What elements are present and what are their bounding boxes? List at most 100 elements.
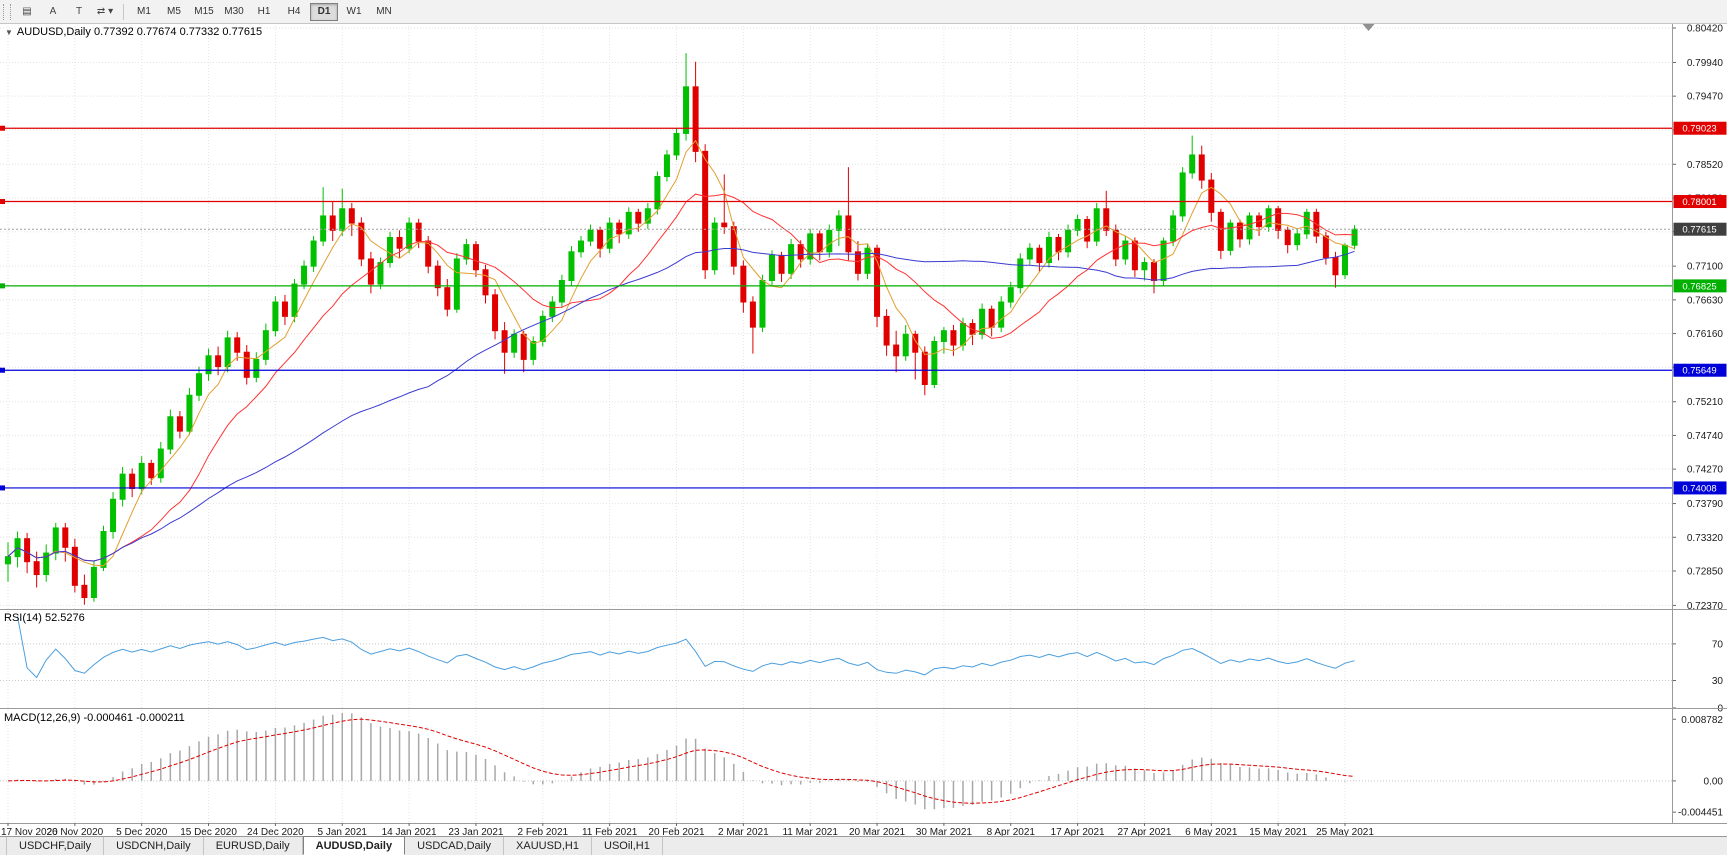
level-handle[interactable]: [0, 367, 5, 373]
candle: [1322, 235, 1329, 259]
candle: [530, 340, 537, 360]
candle: [434, 265, 441, 289]
candle: [110, 498, 117, 533]
date-label: 2 Feb 2021: [517, 827, 568, 836]
level-handle[interactable]: [0, 283, 5, 289]
date-label: 30 Mar 2021: [916, 827, 973, 836]
tab-usdchf-daily[interactable]: USDCHF,Daily: [7, 837, 105, 855]
candle: [463, 244, 470, 260]
timeframe-d1[interactable]: D1: [310, 2, 338, 21]
candle: [864, 247, 871, 274]
timeframe-h1[interactable]: H1: [257, 6, 271, 17]
toolbar-separator: [123, 3, 124, 20]
candle: [492, 294, 499, 332]
date-label: 6 May 2021: [1185, 827, 1238, 836]
text-label-icon[interactable]: A: [49, 6, 57, 17]
level-handle[interactable]: [0, 125, 5, 131]
candle: [1017, 258, 1024, 289]
candle: [807, 233, 814, 260]
candle: [5, 556, 11, 565]
candle: [1332, 257, 1339, 276]
collapse-arrow-icon[interactable]: ▼: [5, 28, 13, 37]
timeframe-mn[interactable]: MN: [376, 6, 392, 17]
candle: [692, 86, 699, 152]
candle: [616, 222, 623, 235]
tab-usdcnh-daily[interactable]: USDCNH,Daily: [104, 837, 204, 855]
macd-tick-label: -0.004451: [1678, 808, 1723, 819]
ma-line-medium: [7, 193, 1355, 562]
candle: [921, 351, 928, 385]
candle: [759, 279, 766, 328]
tab-usdcad-daily[interactable]: USDCAD,Daily: [405, 837, 505, 855]
grid-layer: [0, 23, 1672, 823]
tab-eurusd-daily[interactable]: EURUSD,Daily: [204, 837, 303, 855]
level-handle[interactable]: [0, 199, 5, 205]
candle: [969, 323, 976, 335]
date-label: 25 May 2021: [1316, 827, 1374, 836]
candle: [62, 527, 69, 548]
toolbar-grip[interactable]: [3, 3, 11, 20]
date-label: 17 Nov 2020: [1, 827, 58, 836]
candle: [988, 308, 995, 328]
candle: [1151, 262, 1157, 281]
price-tag-label: 0.79023: [1682, 124, 1716, 135]
candle: [167, 416, 174, 450]
candle: [1122, 240, 1129, 260]
chart-list-icon[interactable]: ▤: [22, 6, 32, 17]
timeframe-h4[interactable]: H4: [287, 6, 301, 17]
symbol-tab-bar: USDCHF,Daily USDCNH,Daily EURUSD,Daily AUDU…: [0, 836, 1727, 855]
timeframe-m5[interactable]: M5: [167, 6, 181, 17]
candle: [100, 531, 107, 568]
candle: [940, 330, 947, 342]
timeframe-m1[interactable]: M1: [137, 6, 151, 17]
price-tag-label: 0.75649: [1682, 366, 1716, 377]
price-tag: [1673, 363, 1727, 377]
shift-marker-icon[interactable]: [1362, 24, 1375, 31]
candle: [196, 373, 202, 396]
timeframe-m30[interactable]: M30: [224, 6, 244, 17]
candle: [912, 333, 919, 353]
candle: [625, 211, 632, 235]
candle: [24, 538, 31, 563]
candle: [663, 154, 670, 177]
candle: [1351, 228, 1358, 246]
tab-audusd-daily[interactable]: AUDUSD,Daily: [302, 836, 406, 855]
date-label: 24 Dec 2020: [247, 827, 304, 836]
date-label: 20 Feb 2021: [648, 827, 705, 836]
candle: [119, 473, 126, 500]
template-icon[interactable]: T: [75, 6, 83, 17]
date-label: 15 May 2021: [1249, 827, 1307, 836]
cycle-dropdown-icon[interactable]: ⇄ ▾: [96, 6, 114, 17]
chart-area[interactable]: 703000.0087820.00-0.0044510.804200.79940…: [0, 23, 1727, 838]
candle: [673, 132, 680, 156]
timeframe-m15[interactable]: M15: [194, 6, 214, 17]
tab-xauusd-h1[interactable]: XAUUSD,H1: [504, 837, 592, 855]
candle: [778, 254, 785, 274]
tab-usoil-h1[interactable]: USOil,H1: [592, 837, 663, 855]
macd-indicator-label: MACD(12,26,9) -0.000461 -0.000211: [4, 712, 185, 724]
level-handle[interactable]: [0, 485, 5, 491]
top-toolbar: ▤ A T ⇄ ▾ M1 M5 M15 M30 H1 H4 D1 W1 MN: [0, 0, 1727, 24]
candle: [205, 355, 212, 375]
candle: [644, 208, 651, 224]
candle: [960, 323, 966, 346]
macd-tick-label: 0.00: [1704, 776, 1724, 787]
current-price-tag: [1673, 222, 1727, 236]
candle: [816, 233, 823, 253]
candle: [854, 251, 861, 274]
date-label: 26 Nov 2020: [46, 827, 103, 836]
candle: [90, 566, 97, 599]
axes-layer: 0.804200.799400.794700.790000.785200.780…: [0, 23, 1727, 838]
price-tag: [1673, 279, 1727, 293]
ma-line-fast: [7, 139, 1355, 567]
date-label: 15 Dec 2020: [180, 827, 237, 836]
candle: [702, 150, 709, 271]
price-tag: [1673, 195, 1727, 209]
chart-canvas[interactable]: 703000.0087820.00-0.0044510.804200.79940…: [0, 23, 1727, 838]
timeframe-w1[interactable]: W1: [346, 6, 362, 17]
price-tick-label: 0.74740: [1687, 431, 1724, 442]
date-label: 11 Mar 2021: [782, 827, 838, 836]
candle: [998, 301, 1005, 328]
candle: [1160, 240, 1167, 281]
price-tick-label: 0.74270: [1687, 465, 1724, 476]
